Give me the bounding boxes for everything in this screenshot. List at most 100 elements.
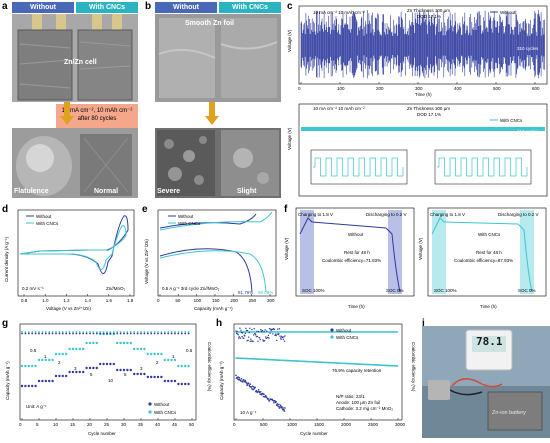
ce-without <box>245 329 248 332</box>
ce-with <box>31 331 34 333</box>
rate-label: 10 <box>108 378 114 383</box>
cv-curve-with <box>19 225 127 270</box>
point-without <box>65 374 68 378</box>
h-legend-with: With CNCs <box>336 335 359 340</box>
ce-with <box>106 331 108 333</box>
ce-without <box>157 332 159 335</box>
panel-c-label: c <box>287 1 293 12</box>
ce-without <box>246 340 248 342</box>
ce-without <box>244 332 247 335</box>
ce-without <box>239 327 241 329</box>
point-with <box>27 364 30 368</box>
tick-label: 300 <box>415 86 423 91</box>
cap-without <box>235 374 237 377</box>
tick-label: 600 <box>532 86 540 91</box>
d-legend-without: Without <box>36 214 52 219</box>
ce-without <box>109 332 112 335</box>
ce-without <box>262 339 264 341</box>
ce-without <box>92 332 95 335</box>
tick-label: 15 <box>70 422 76 427</box>
point-with <box>41 358 44 362</box>
ce-without <box>65 332 68 335</box>
point-without <box>180 382 183 386</box>
ce-without <box>21 332 23 335</box>
cap-without <box>267 398 270 400</box>
point-without <box>41 379 44 383</box>
ce-without <box>276 339 278 342</box>
point-with <box>24 364 27 368</box>
point-without <box>163 379 166 383</box>
ce-without <box>249 340 251 342</box>
h-np: N/P ratio: 23/1 <box>336 394 365 399</box>
ce-without <box>246 329 249 332</box>
noise-trace <box>300 10 545 79</box>
point-with <box>143 347 146 351</box>
tick-label: 150 <box>212 298 220 303</box>
ce-without <box>31 332 34 335</box>
point-without <box>146 375 149 379</box>
panel-b-bottom-left: Severe <box>157 188 180 195</box>
ce-without <box>51 332 54 335</box>
point-without <box>122 368 126 372</box>
ce-without <box>257 340 259 342</box>
h-cycling-points <box>235 327 399 412</box>
g-ylabel: Capacity (mAh g⁻¹) <box>5 361 10 400</box>
ce-without <box>140 332 142 335</box>
ce-with <box>140 331 142 333</box>
panel-b-header-without: Without <box>155 2 217 13</box>
point-with <box>48 358 51 362</box>
ce-without <box>275 334 277 337</box>
ce-without <box>116 332 119 335</box>
point-with <box>122 341 126 345</box>
ce-with <box>150 331 153 333</box>
ce-with <box>89 331 91 333</box>
point-without <box>20 384 24 388</box>
ce-without <box>68 332 71 335</box>
ce-without <box>75 332 78 335</box>
point-without <box>78 370 82 374</box>
ce-with <box>21 331 23 333</box>
ce-without <box>266 330 268 332</box>
ce-with <box>143 331 146 333</box>
point-without <box>102 362 105 366</box>
panel-i: i 78.1 Zn-ion battery <box>420 318 550 438</box>
ce-without <box>78 332 81 335</box>
point-without <box>27 384 30 388</box>
panel-b-bottom-right: Slight <box>237 188 257 195</box>
cap-without <box>264 394 267 397</box>
point-with <box>44 358 47 362</box>
point-with <box>187 364 190 368</box>
point-without <box>160 375 163 379</box>
ce-with <box>170 331 173 333</box>
ce-without <box>85 332 88 335</box>
e-xticks: 0 50 100 150 200 250 300 <box>157 294 275 303</box>
ce-without <box>248 331 250 334</box>
ce-with <box>136 331 139 333</box>
c-top-dod: DOD 17.1% <box>417 14 441 19</box>
cap-without <box>279 405 281 408</box>
ce-with <box>34 331 37 333</box>
tick-label: 40 <box>155 422 161 427</box>
cap-without <box>263 393 265 396</box>
cap-without <box>266 396 268 399</box>
point-without <box>136 372 139 376</box>
ce-without <box>260 328 262 331</box>
panel-a-label: a <box>2 1 8 12</box>
ce-without <box>38 332 40 335</box>
ce-without <box>41 332 44 335</box>
ce-without <box>126 332 129 335</box>
panel-a-cell-text: Zn/Zn cell <box>64 59 97 66</box>
ce-without <box>255 336 258 338</box>
panel-e: e Without With CNCs 0.5 A g⁻¹ 3rd cycle … <box>140 204 280 312</box>
cap-without <box>257 389 260 391</box>
panel-b-photo-top: Smooth Zn foil <box>155 14 281 102</box>
point-with <box>54 352 58 356</box>
ce-without <box>48 332 51 335</box>
panel-g: g 0.5 1 2 3 5 10 5 3 2 1 0.5 Unit: A g⁻¹ Without W… <box>0 318 214 438</box>
d-xlabel: Voltage (V vs Zn²⁺/Zn) <box>46 306 91 311</box>
tick-label: 1000 <box>287 422 298 427</box>
point-without <box>126 368 129 372</box>
tick-label: 2000 <box>341 422 352 427</box>
tick-label: 1.6 <box>106 298 113 303</box>
tick-label: 200 <box>230 298 238 303</box>
